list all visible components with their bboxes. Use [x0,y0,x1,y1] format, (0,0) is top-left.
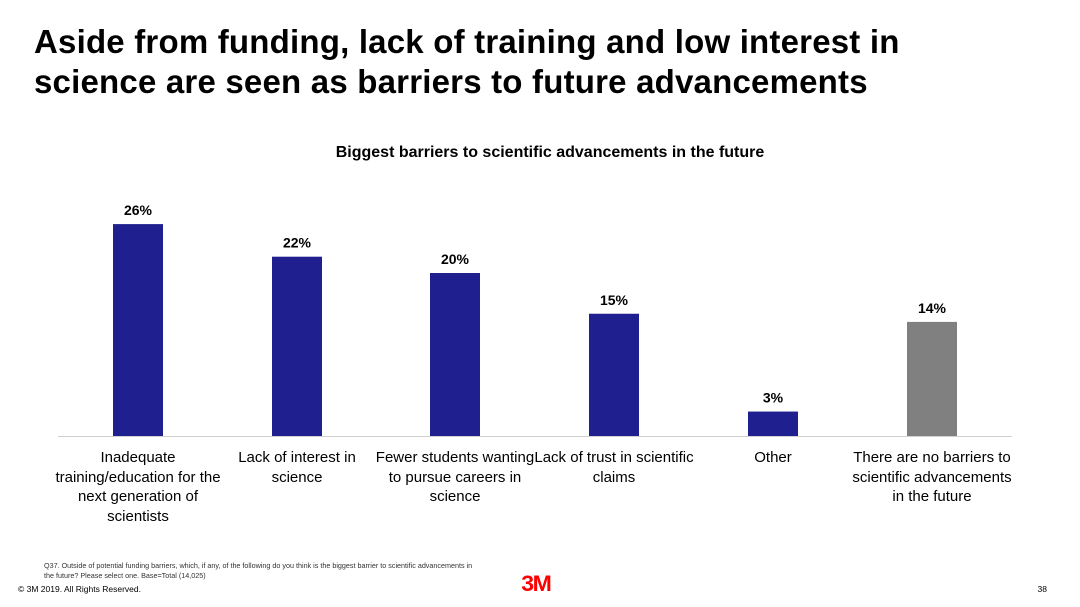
category-label-no-barriers: There are no barriers to scientific adva… [852,449,1012,505]
category-label-lack-of-interest: Lack of interest in science [238,449,356,486]
category-label-lack-of-trust: Lack of trust in scientific claims [534,449,694,486]
bar-1 [272,256,322,436]
page-number: 38 [1037,584,1047,594]
data-label-5: 14% [918,300,947,316]
chart-title: Biggest barriers to scientific advanceme… [335,144,765,161]
category-label-other: Other [754,449,792,466]
data-label-3: 15% [600,292,629,308]
data-label-4: 3% [763,390,784,406]
slide-title: Aside from funding, lack of training and… [34,23,900,100]
data-label-2: 20% [441,251,470,267]
bar-3 [589,313,639,436]
category-label-fewer-students: Fewer students wanting to pursue careers… [375,449,535,505]
copyright-notice: © 3M 2019. All Rights Reserved. [18,584,141,594]
data-label-1: 22% [283,235,312,251]
3m-logo: 3M [521,571,551,596]
bar-2 [430,273,480,436]
bar-0 [113,224,163,436]
data-label-0: 26% [124,202,153,218]
category-label-inadequate-training: Inadequate training/education for the ne… [55,449,221,525]
bar-5 [907,321,957,436]
bar-4 [748,411,798,436]
footnote: Q37. Outside of potential funding barrie… [44,561,473,580]
